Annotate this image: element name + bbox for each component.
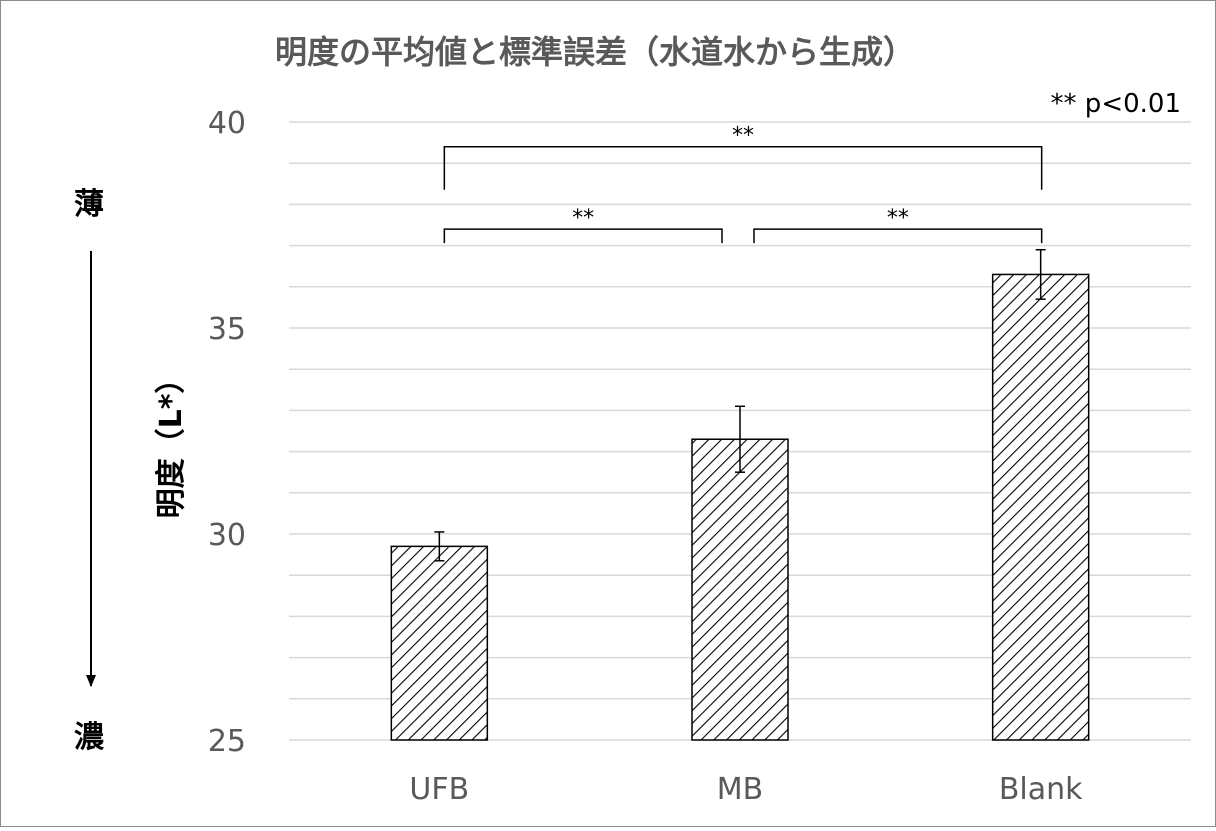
x-tick-label: Blank (999, 772, 1083, 807)
y-tick-label: 25 (208, 724, 246, 759)
significance-label: ** (887, 206, 909, 231)
chart-title: 明度の平均値と標準誤差（水道水から生成） (275, 33, 915, 71)
bar-ufb (390, 545, 489, 741)
significance-label: ** (732, 124, 754, 149)
x-tick-label: UFB (409, 772, 469, 807)
arrow-bottom-label: 濃 (74, 720, 105, 755)
arrow-top-label: 薄 (74, 187, 104, 222)
x-tick-label: MB (717, 772, 763, 807)
significance-note: ** p<0.01 (1051, 89, 1181, 119)
y-axis-label: 明度（L*） (154, 364, 189, 519)
bars (390, 273, 1090, 741)
significance-bracket (753, 228, 1043, 244)
significance-brackets: ** ** ** (443, 124, 1043, 244)
y-tick-label: 40 (208, 106, 246, 141)
significance-label: ** (572, 206, 594, 231)
x-axis-ticks: UFB MB Blank (409, 772, 1083, 807)
y-axis-ticks: 25 30 35 40 (208, 106, 246, 759)
significance-bracket (443, 228, 723, 244)
error-bars (434, 248, 1046, 562)
y-tick-label: 30 (208, 518, 246, 553)
y-tick-label: 35 (208, 312, 246, 347)
bar-blank (991, 273, 1090, 741)
bar-mb (691, 438, 789, 741)
significance-bracket (443, 145, 1043, 190)
